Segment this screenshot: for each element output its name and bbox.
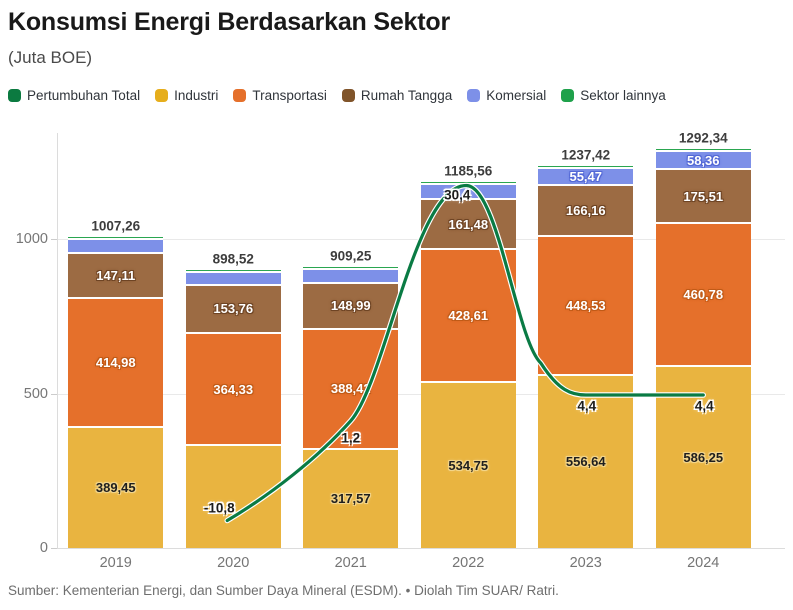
legend-item-2: Transportasi — [233, 88, 327, 103]
y-axis-tick-label: 0 — [39, 540, 48, 556]
bar-segment-label: 556,64 — [565, 454, 606, 470]
legend-item-label: Industri — [174, 88, 219, 103]
bar-segment-transportasi: 364,33 — [185, 333, 281, 447]
legend-item-1: Industri — [155, 88, 218, 103]
bar-segment-label: 148,99 — [330, 298, 371, 314]
bar-total-label: 898,52 — [212, 251, 254, 267]
y-axis-tick — [51, 393, 57, 395]
bar-total-label: 909,25 — [330, 248, 372, 264]
source-note: Sumber: Kementerian Energi, dan Sumber D… — [8, 583, 559, 598]
bar-segment-rumah-tangga: 148,99 — [303, 283, 399, 330]
bar-segment-transportasi: 428,61 — [420, 250, 516, 383]
legend-swatch-icon — [561, 89, 575, 102]
bar-segment-industri — [185, 446, 281, 548]
bar-segment-rumah-tangga: 166,16 — [538, 186, 634, 238]
chart-subtitle: (Juta BOE) — [8, 48, 93, 67]
x-axis-label-2023: 2023 — [569, 555, 602, 571]
x-axis-label-2022: 2022 — [452, 555, 485, 571]
bar-segment-label: 55,47 — [569, 168, 603, 184]
legend-item-3: Rumah Tangga — [341, 88, 453, 103]
bar-segment-rumah-tangga: 175,51 — [655, 170, 751, 225]
line-value-label: 4,4 — [694, 398, 714, 414]
grid-line-0 — [57, 548, 785, 549]
bar-segment-sektor-lainnya — [420, 181, 516, 185]
bar-segment-komersial — [68, 239, 164, 254]
bar-segment-label: 428,61 — [448, 308, 489, 324]
x-axis-label-2024: 2024 — [687, 555, 720, 571]
bar-total-label: 1292,34 — [678, 130, 728, 146]
legend-item-label: Pertumbuhan Total — [27, 88, 141, 103]
bar-segment-transportasi: 414,98 — [68, 299, 164, 428]
bar-segment-label: 586,25 — [683, 449, 724, 465]
bar-segment-label: 147,11 — [96, 268, 136, 284]
bar-segment-transportasi: 460,78 — [655, 224, 751, 367]
legend-item-4: Komersial — [467, 88, 546, 103]
bar-segment-label: 175,51 — [683, 188, 724, 204]
legend-item-label: Komersial — [486, 88, 547, 103]
bar-segment-sektor-lainnya — [655, 148, 751, 153]
bar-segment-rumah-tangga: 153,76 — [185, 286, 281, 334]
bar-segment-industri: 534,75 — [420, 382, 516, 548]
bar-segment-label: 58,36 — [686, 152, 720, 168]
line-value-label: -10,8 — [203, 500, 235, 516]
x-axis-label-2020: 2020 — [217, 555, 250, 571]
legend-swatch-icon — [467, 89, 481, 102]
bar-segment-sektor-lainnya — [538, 165, 634, 169]
chart-title: Konsumsi Energi Berdasarkan Sektor — [8, 8, 450, 36]
legend-item-5: Sektor lainnya — [561, 88, 666, 103]
bar-total-label: 1185,56 — [444, 163, 493, 179]
bar-segment-industri: 389,45 — [68, 427, 164, 548]
bar-segment-komersial: 58,36 — [655, 152, 751, 171]
bar-segment-industri: 317,57 — [303, 449, 399, 548]
bar-segment-label: 388,42 — [330, 381, 371, 397]
bar-segment-sektor-lainnya — [303, 267, 399, 271]
y-axis-tick — [51, 548, 57, 549]
bar-segment-label: 153,76 — [213, 301, 254, 317]
bar-segment-label: 534,75 — [448, 457, 489, 473]
y-axis-tick-label: 500 — [23, 385, 48, 402]
legend-swatch-icon — [233, 89, 247, 102]
y-axis-tick — [51, 239, 57, 240]
bar-segment-komersial: 55,47 — [538, 168, 634, 187]
bar-segment-label: 448,53 — [565, 298, 606, 314]
bar-segment-sektor-lainnya — [185, 270, 281, 274]
line-value-label: 1,2 — [341, 430, 361, 446]
legend-swatch-icon — [341, 89, 355, 102]
bar-total-label: 1007,26 — [91, 218, 141, 234]
bar-segment-label: 460,78 — [683, 287, 724, 303]
x-axis-label-2019: 2019 — [99, 555, 132, 571]
bar-segment-rumah-tangga: 161,48 — [420, 200, 516, 251]
bar-segment-label: 389,45 — [95, 480, 136, 496]
legend-item-label: Sektor lainnya — [580, 88, 666, 103]
bar-segment-komersial — [185, 273, 281, 287]
bar-segment-komersial — [303, 270, 399, 284]
bar-segment-label: 166,16 — [565, 203, 606, 219]
bar-segment-industri: 586,25 — [655, 366, 751, 548]
legend-swatch-icon — [155, 89, 169, 102]
bar-total-label: 1237,42 — [561, 147, 611, 163]
bar-segment-transportasi: 448,53 — [538, 237, 634, 376]
bar-segment-label: 414,98 — [95, 355, 136, 371]
legend-swatch-icon — [8, 89, 21, 102]
bar-segment-label: 317,57 — [330, 491, 371, 507]
legend-item-0: Pertumbuhan Total — [8, 88, 140, 103]
legend-item-label: Transportasi — [252, 88, 327, 103]
bar-segment-rumah-tangga: 147,11 — [68, 253, 164, 300]
bar-segment-label: 364,33 — [213, 381, 254, 397]
x-axis-label-2021: 2021 — [334, 555, 367, 571]
bar-segment-sektor-lainnya — [68, 236, 164, 240]
line-value-label: 30,4 — [444, 187, 471, 203]
bar-segment-label: 161,48 — [448, 216, 489, 232]
y-axis-tick-label: 1000 — [15, 231, 48, 247]
legend-item-label: Rumah Tangga — [360, 88, 453, 103]
legend: Pertumbuhan Total Industri Transportasi Rum… — [8, 88, 666, 103]
line-value-label: 4,4 — [577, 398, 597, 414]
y-axis-line — [57, 133, 58, 548]
